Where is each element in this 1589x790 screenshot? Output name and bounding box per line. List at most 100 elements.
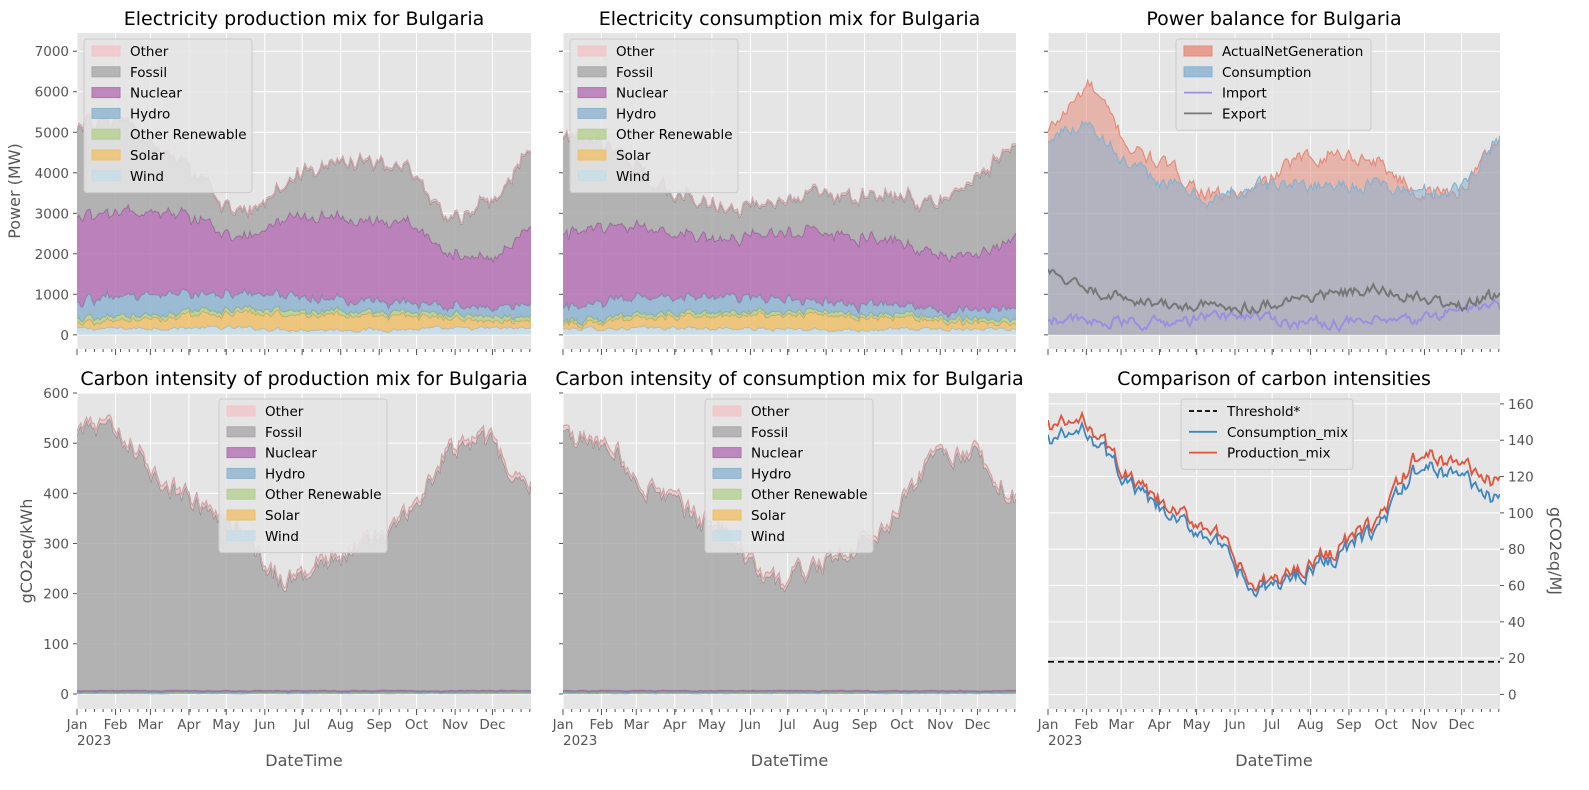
y-tick-label: 0: [60, 687, 69, 703]
legend-swatch-fossil: [712, 426, 742, 438]
series-line-other: [77, 413, 531, 589]
legend-label: Wind: [265, 529, 299, 545]
legend-label: Hydro: [751, 466, 791, 482]
y-tick-label: 0: [60, 328, 69, 344]
legend-label: Other Renewable: [130, 127, 247, 143]
x-tick-label: Oct: [890, 717, 913, 733]
series-line-consumption_mix: [1048, 420, 1500, 598]
legend-swatch-other-renewable: [712, 488, 742, 500]
x-tick-label: Dec: [1449, 717, 1475, 733]
legend-swatch-wind: [91, 170, 121, 182]
legend-swatch-other-renewable: [91, 128, 121, 140]
legend-swatch-consumption: [1183, 66, 1213, 78]
legend-label: Other Renewable: [616, 127, 733, 143]
x-tick-label: Aug: [813, 717, 839, 733]
legend-label: Consumption: [1222, 65, 1311, 81]
area-fossil: [77, 418, 531, 691]
x-tick-label: Jul: [778, 717, 795, 733]
x-tick-label: Nov: [927, 717, 953, 733]
x-tick-label: Mar: [623, 717, 649, 733]
legend-label: Production_mix: [1227, 446, 1330, 462]
y-tick-label: 7000: [35, 44, 69, 60]
legend-swatch-other: [226, 405, 256, 417]
x-year-label: 2023: [563, 733, 597, 749]
plot-content: [563, 129, 1016, 335]
x-tick-label: Jun: [739, 717, 761, 733]
plot-content: [77, 109, 531, 335]
legend-label: Wind: [616, 169, 650, 185]
series-line-hydro: [77, 287, 531, 313]
legend-box: [1180, 398, 1354, 470]
y-tick-label: 100: [43, 637, 69, 653]
x-axis-label: DateTime: [265, 751, 342, 770]
legend-swatch-solar: [577, 149, 607, 161]
y-tick-label: 6000: [35, 85, 69, 101]
legend-swatch-nuclear: [91, 87, 121, 99]
legend-swatch-hydro: [712, 467, 742, 479]
x-tick-label: Apr: [1148, 717, 1172, 733]
legend-label: Solar: [130, 148, 165, 164]
legend-swatch-fossil: [577, 66, 607, 78]
y-tick-label: 60: [1508, 579, 1525, 595]
legend-label: Other Renewable: [751, 487, 868, 503]
area-fossil: [77, 112, 531, 262]
x-tick-label: Mar: [138, 717, 164, 733]
chart-panel-2: Power balance for Bulgaria ActualNetGener…: [1044, 8, 1500, 355]
legend-label: Fossil: [751, 425, 788, 441]
y-tick-label: 100: [1508, 506, 1534, 522]
legend-swatch-hydro: [226, 467, 256, 479]
series-line-other: [563, 424, 1016, 590]
legend-label: Wind: [751, 529, 785, 545]
legend-label: Other: [130, 44, 169, 60]
legend-swatch-nuclear: [226, 447, 256, 459]
legend-swatch-actualnetgeneration: [1183, 45, 1213, 57]
chart-title: Power balance for Bulgaria: [1146, 8, 1401, 30]
legend-label: Fossil: [616, 65, 653, 81]
legend: Other Fossil Nuclear Hydro Other Renewable So…: [83, 38, 253, 194]
legend-box: [218, 398, 388, 554]
legend: Other Fossil Nuclear Hydro Other Renewable So…: [218, 398, 388, 554]
legend-swatch-other: [91, 45, 121, 57]
y-tick-label: 40: [1508, 615, 1525, 631]
chart-title: Carbon intensity of production mix for B…: [80, 368, 527, 390]
legend-swatch-other-renewable: [226, 488, 256, 500]
legend-box: [569, 38, 739, 194]
x-tick-label: Feb: [1074, 717, 1098, 733]
y-tick-label: 80: [1508, 542, 1525, 558]
chart-title: Carbon intensity of consumption mix for …: [555, 368, 1023, 390]
plot-content: [1048, 410, 1500, 663]
legend: Other Fossil Nuclear Hydro Other Renewable So…: [704, 398, 874, 554]
area-fossil: [563, 429, 1016, 692]
chart-panel-0: Electricity production mix for Bulgaria 0…: [5, 8, 531, 355]
legend-swatch-other: [577, 45, 607, 57]
y-tick-label: 600: [43, 386, 69, 402]
x-tick-label: Aug: [328, 717, 354, 733]
legend-swatch-wind: [712, 530, 742, 542]
y-tick-label: 200: [43, 587, 69, 603]
y-tick-label: 5000: [35, 125, 69, 141]
x-tick-label: Dec: [479, 717, 505, 733]
legend-label: Other Renewable: [265, 487, 382, 503]
legend-label: Solar: [265, 508, 300, 524]
x-tick-label: Jul: [1263, 717, 1280, 733]
legend-label: Nuclear: [751, 446, 803, 462]
legend-swatch-fossil: [91, 66, 121, 78]
legend-swatch-nuclear: [577, 87, 607, 99]
legend-swatch-solar: [226, 509, 256, 521]
x-tick-label: Mar: [1108, 717, 1134, 733]
legend-swatch-nuclear: [712, 447, 742, 459]
x-tick-label: May: [698, 717, 726, 733]
y-tick-label: 120: [1508, 470, 1534, 486]
y-axis-label: gCO2eq/kWh: [17, 499, 36, 604]
x-axis-label: DateTime: [1235, 751, 1312, 770]
y-axis-label: Power (MW): [5, 143, 24, 239]
x-tick-label: Jul: [293, 717, 310, 733]
legend: Threshold* Consumption_mix Production_mix: [1180, 398, 1354, 470]
series-line-production_mix: [1048, 410, 1500, 593]
legend-label: Export: [1222, 106, 1266, 122]
y-tick-label: 4000: [35, 166, 69, 182]
chart-panel-5: Comparison of carbon intensities 0 20 40 60 8…: [1037, 368, 1565, 770]
y-tick-label: 160: [1508, 397, 1534, 413]
y-tick-label: 1000: [35, 287, 69, 303]
x-tick-label: Oct: [405, 717, 428, 733]
